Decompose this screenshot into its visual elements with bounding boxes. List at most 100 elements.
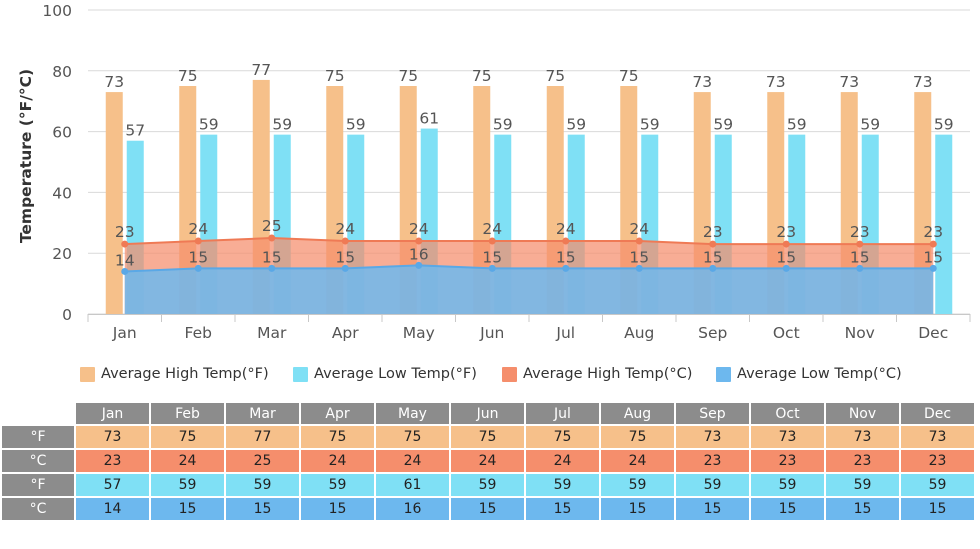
table-header-cell: Apr: [301, 403, 374, 424]
table-header-cell: Feb: [151, 403, 224, 424]
legend-item-high-f[interactable]: Average High Temp(°F): [80, 366, 269, 382]
table-header-cell: Sep: [676, 403, 749, 424]
point-low-c: [856, 264, 864, 272]
data-label-low-c: 15: [776, 248, 796, 266]
legend-label-high-f: Average High Temp(°F): [101, 366, 269, 382]
table-cell: 15: [451, 498, 524, 520]
table-cell: 15: [901, 498, 974, 520]
table-cell: 23: [826, 450, 899, 472]
table-header-cell: Aug: [601, 403, 674, 424]
table-cell: 59: [526, 474, 599, 496]
point-high-c: [709, 240, 717, 248]
x-tick-label: Jun: [479, 324, 504, 342]
data-label-low-f: 59: [787, 116, 807, 134]
point-low-c: [929, 264, 937, 272]
table-cell: 16: [376, 498, 449, 520]
data-label-low-c: 15: [482, 248, 502, 266]
data-label-high-c: 24: [409, 220, 429, 238]
table-cell: 14: [76, 498, 149, 520]
table-cell: 73: [76, 426, 149, 448]
legend-label-high-c: Average High Temp(°C): [523, 366, 693, 382]
bar-low-f: [935, 134, 953, 314]
data-label-high-f: 75: [398, 67, 418, 85]
data-label-high-f: 73: [913, 73, 933, 91]
data-label-high-c: 24: [556, 220, 576, 238]
data-label-high-f: 73: [104, 73, 124, 91]
data-label-high-f: 75: [545, 67, 565, 85]
data-label-high-f: 73: [766, 73, 786, 91]
data-label-low-c: 15: [923, 248, 943, 266]
table-cell: 75: [451, 426, 524, 448]
table-cell: 75: [526, 426, 599, 448]
data-label-low-f: 59: [934, 116, 954, 134]
legend-item-low-c[interactable]: Average Low Temp(°C): [716, 366, 902, 382]
data-label-low-c: 15: [262, 248, 282, 266]
data-label-high-f: 75: [178, 67, 198, 85]
data-label-low-c: 16: [409, 245, 429, 263]
point-low-c: [121, 267, 129, 275]
data-label-high-c: 25: [262, 217, 282, 235]
data-label-high-c: 24: [188, 220, 208, 238]
table-row-low-f: °F 57 59 59 59 61 59 59 59 59 59 59 59: [2, 474, 974, 496]
point-high-c: [268, 234, 276, 242]
point-high-c: [635, 237, 643, 245]
y-tick-label: 100: [42, 2, 72, 20]
legend-label-low-c: Average Low Temp(°C): [737, 366, 902, 382]
table-cell: 57: [76, 474, 149, 496]
data-label-low-f: 59: [566, 116, 586, 134]
x-tick-label: Feb: [185, 324, 212, 342]
table-cell: 23: [751, 450, 824, 472]
data-label-high-f: 77: [251, 61, 271, 79]
data-label-low-f: 59: [640, 116, 660, 134]
table-header-cell: Mar: [226, 403, 299, 424]
table-cell: 25: [226, 450, 299, 472]
table-cell: 23: [76, 450, 149, 472]
table-row-label: °F: [2, 426, 74, 448]
table-header-cell: Dec: [901, 403, 974, 424]
legend-swatch-high-c: [502, 366, 517, 382]
table-cell: 75: [151, 426, 224, 448]
table-cell: 59: [751, 474, 824, 496]
temperature-chart: 0 20 40 60 80 100 Jan Feb Mar Apr May Jun Jul Aug Sep O…: [17, 2, 971, 342]
table-cell: 73: [826, 426, 899, 448]
x-tick-label: Apr: [332, 324, 359, 342]
point-high-c: [194, 237, 202, 245]
table-cell: 15: [601, 498, 674, 520]
table-corner: [2, 403, 74, 424]
data-label-high-c: 23: [776, 223, 796, 241]
table-cell: 23: [676, 450, 749, 472]
data-label-high-c: 23: [923, 223, 943, 241]
table-cell: 24: [376, 450, 449, 472]
point-low-c: [709, 264, 717, 272]
area-low-c: [124, 265, 934, 314]
table-cell: 73: [751, 426, 824, 448]
legend-item-low-f[interactable]: Average Low Temp(°F): [293, 366, 477, 382]
data-label-high-f: 75: [472, 67, 492, 85]
table-cell: 75: [301, 426, 374, 448]
table-cell: 73: [676, 426, 749, 448]
legend-label-low-f: Average Low Temp(°F): [314, 366, 477, 382]
x-tick-label: Jul: [555, 324, 575, 342]
point-high-c: [562, 237, 570, 245]
point-low-c: [488, 264, 496, 272]
data-label-low-c: 15: [556, 248, 576, 266]
legend-swatch-low-f: [293, 366, 308, 382]
legend-item-high-c[interactable]: Average High Temp(°C): [502, 366, 692, 382]
table-row-low-c: °C 14 15 15 15 16 15 15 15 15 15 15 15: [2, 498, 974, 520]
table-cell: 24: [151, 450, 224, 472]
table-cell: 15: [826, 498, 899, 520]
table-cell: 23: [901, 450, 974, 472]
legend-swatch-low-c: [716, 366, 731, 382]
y-axis-title: Temperature (°F/°C): [17, 69, 35, 243]
data-label-low-c: 15: [188, 248, 208, 266]
line-low-c: [124, 264, 934, 273]
table-cell: 15: [151, 498, 224, 520]
table-cell: 15: [526, 498, 599, 520]
table-row-label: °C: [2, 498, 74, 520]
temperature-table: Jan Feb Mar Apr May Jun Jul Aug Sep Oct …: [0, 401, 976, 522]
table-row-label: °C: [2, 450, 74, 472]
table-cell: 59: [226, 474, 299, 496]
table-header-cell: Jan: [76, 403, 149, 424]
data-label-low-c: 15: [703, 248, 723, 266]
data-label-high-f: 73: [839, 73, 859, 91]
